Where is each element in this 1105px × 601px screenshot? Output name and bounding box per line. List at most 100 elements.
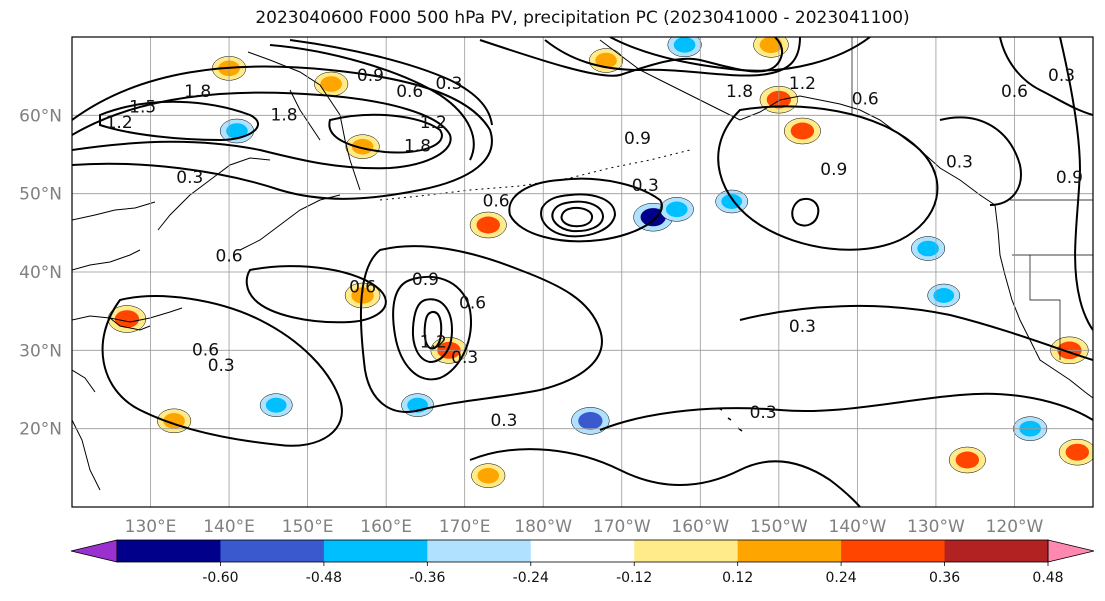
contour-label: 0.6: [1001, 82, 1028, 102]
pv-contour: [999, 37, 1093, 116]
pv-contour: [392, 275, 472, 381]
contour-label: 0.3: [208, 356, 235, 376]
contour-label: 0.6: [483, 192, 510, 212]
lon-tick-label: 140°E: [203, 517, 255, 537]
precip-patch-core: [265, 397, 287, 413]
lon-tick-label: 150°W: [750, 517, 808, 537]
axis-tick-labels: 60°N 50°N 40°N 30°N 20°N 130°E 140°E 150°E 160°E…: [19, 106, 1043, 537]
contour-label: 0.3: [1048, 66, 1075, 86]
lon-tick-label: 140°W: [829, 517, 887, 537]
colorbar-tick-label: -0.48: [306, 570, 342, 586]
precip-patch-core: [933, 288, 955, 303]
pv-contour: [609, 37, 871, 72]
pv-contour: [245, 265, 387, 324]
colorbar-box: [220, 540, 325, 562]
colorbar-extend-low: [70, 539, 118, 563]
contour-label: 1.5: [129, 98, 156, 118]
contour-label: 0.3: [946, 152, 973, 172]
border-lines: [851, 37, 1093, 360]
pv-contour: [551, 200, 605, 233]
contour-label: 0.3: [451, 348, 478, 368]
colorbar-tick-label: -0.24: [513, 570, 549, 586]
precip-patch-core: [790, 122, 815, 140]
precip-patch-core: [673, 37, 696, 53]
colorbar-tick-label: 0.24: [826, 570, 857, 586]
colorbar: -0.60 -0.48 -0.36 -0.24 -0.12 0.12 0.24 0.36 0.4…: [70, 539, 1095, 586]
colorbar-tick-label: 0.12: [722, 570, 753, 586]
coastline-aleutians: [379, 149, 691, 201]
colorbar-tick-label: -0.12: [616, 570, 652, 586]
precip-patch-core: [1065, 443, 1089, 461]
coastline-north-america: [994, 204, 1093, 399]
contour-label: 0.6: [216, 246, 243, 266]
precip-patch-core: [955, 451, 980, 469]
pv-contour-layer: [72, 37, 1093, 507]
precip-patch-core: [759, 37, 783, 53]
colorbar-tick-label: 0.48: [1032, 570, 1063, 586]
lat-tick-label: 40°N: [19, 263, 62, 283]
pv-contour: [540, 193, 617, 238]
contour-label: 0.3: [632, 176, 659, 196]
map-frame: [71, 36, 1094, 508]
figure-title: 2023040600 F000 500 hPa PV, precipitatio…: [255, 8, 910, 28]
precip-patch-core: [351, 138, 374, 155]
coastline-asia: [72, 157, 341, 491]
lon-tick-label: 130°W: [907, 517, 965, 537]
pv-contour: [717, 105, 939, 251]
colorbar-box: [737, 540, 842, 562]
pv-contour: [599, 392, 1093, 431]
precip-patch-core: [917, 240, 939, 257]
lat-tick-label: 30°N: [19, 341, 62, 361]
colorbar-tick-label: 0.36: [929, 570, 960, 586]
contour-label: 0.3: [750, 403, 777, 423]
lon-tick-label: 130°E: [125, 517, 177, 537]
pv-contour: [328, 113, 443, 154]
contour-label: 0.6: [852, 90, 879, 110]
lon-tick-label: 160°W: [671, 517, 729, 537]
contour-label: 1.2: [420, 333, 447, 353]
contour-label: 0.3: [490, 411, 517, 431]
lon-tick-label: 150°E: [282, 517, 334, 537]
lon-tick-label: 170°W: [593, 517, 651, 537]
coastline-alaska: [599, 39, 996, 206]
precip-patch-core: [477, 467, 500, 484]
contour-label: 1.8: [271, 105, 298, 125]
lon-tick-label: 160°E: [360, 517, 412, 537]
contour-label: 0.9: [357, 66, 384, 86]
colorbar-box: [944, 540, 1049, 562]
precip-patch-core: [595, 52, 617, 69]
graticule-layer: [72, 37, 1093, 507]
lat-tick-label: 50°N: [19, 185, 62, 205]
contour-label: 1.2: [106, 113, 133, 133]
pv-contour: [423, 310, 443, 350]
contour-label: 0.9: [412, 270, 439, 290]
contour-label: 0.9: [1056, 168, 1083, 188]
pv-contour: [72, 65, 493, 200]
colorbar-frame: [116, 539, 1049, 563]
precip-patch-core: [226, 123, 248, 139]
colorbar-box: [427, 540, 532, 562]
contour-label: 1.2: [789, 74, 816, 94]
pv-contour: [289, 39, 493, 126]
contour-label: 0.9: [624, 129, 651, 149]
lat-tick-label: 20°N: [19, 420, 62, 440]
precip-patch-core: [320, 76, 342, 92]
contour-label: 0.6: [396, 82, 423, 102]
contour-label: 0.6: [459, 293, 486, 313]
lon-tick-label: 120°W: [986, 517, 1044, 537]
colorbar-tick-label: -0.60: [202, 570, 238, 586]
pv-contour: [939, 116, 1022, 206]
pv-contour: [508, 177, 663, 243]
colorbar-box: [634, 540, 739, 562]
pv-contour: [469, 448, 861, 507]
contour-label: 0.3: [789, 317, 816, 337]
contour-label: 1.8: [184, 82, 211, 102]
coastline-hawaii: [717, 407, 743, 432]
pv-contour: [411, 298, 454, 364]
pv-contour: [1059, 37, 1093, 331]
colorbar-box: [530, 540, 635, 562]
precip-patch-core: [114, 310, 140, 328]
precip-patch-core: [578, 412, 603, 430]
pv-contour: [739, 304, 1093, 361]
